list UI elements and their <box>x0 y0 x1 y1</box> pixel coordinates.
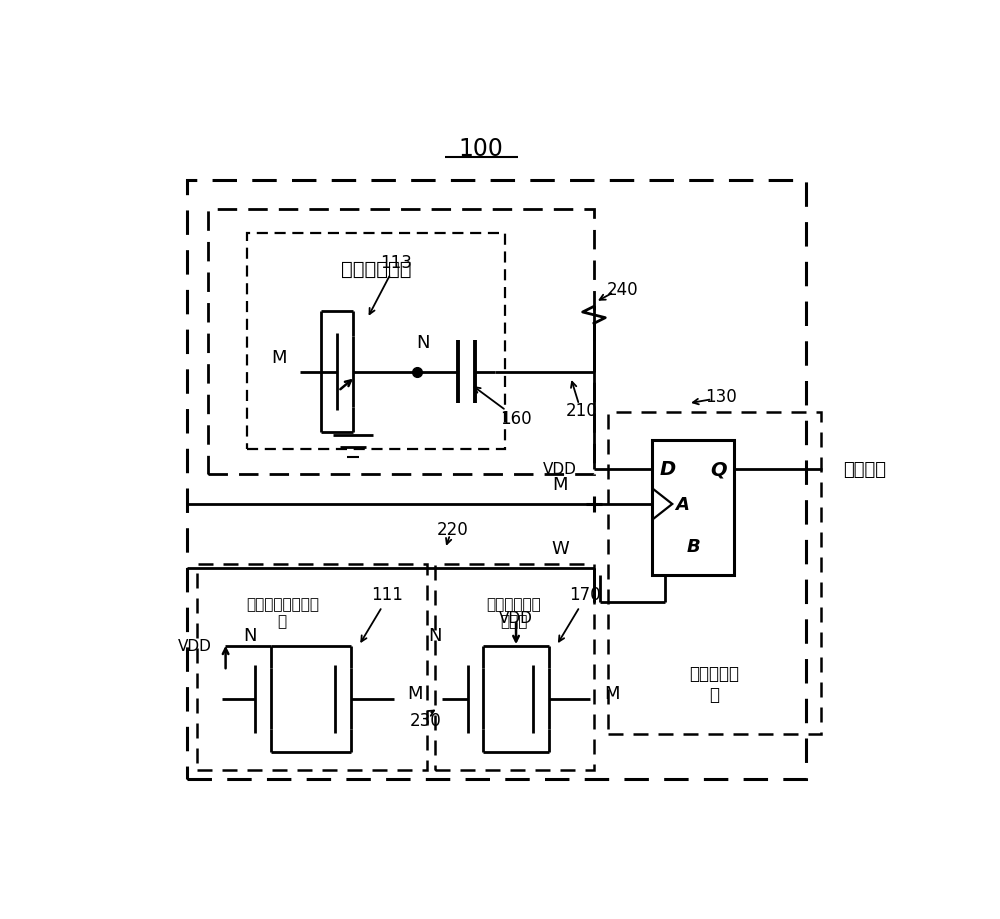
Text: B: B <box>686 538 700 556</box>
Text: N: N <box>428 627 441 644</box>
Text: VDD: VDD <box>499 610 533 625</box>
Text: 电压采样模块: 电压采样模块 <box>341 260 412 279</box>
Text: A: A <box>675 495 689 514</box>
Text: M: M <box>552 476 568 494</box>
Text: 130: 130 <box>706 387 737 405</box>
Text: N: N <box>244 627 257 644</box>
Text: 240: 240 <box>606 280 638 299</box>
Text: 220: 220 <box>436 520 468 539</box>
Text: D: D <box>660 460 676 479</box>
Text: W: W <box>551 539 569 557</box>
Text: M: M <box>271 349 286 367</box>
Text: M: M <box>604 685 619 702</box>
Text: N: N <box>416 334 429 351</box>
Text: M: M <box>408 685 423 702</box>
Text: 160: 160 <box>500 409 532 427</box>
Text: 230: 230 <box>410 711 442 730</box>
Text: VDD: VDD <box>543 461 577 477</box>
Text: 目标信号: 目标信号 <box>843 460 886 478</box>
Text: 负方向毛刺检
测模块: 负方向毛刺检 测模块 <box>487 596 541 629</box>
Text: 170: 170 <box>569 585 601 603</box>
Text: VDD: VDD <box>178 639 212 653</box>
Text: 信号输出模
块: 信号输出模 块 <box>689 664 739 703</box>
Text: 210: 210 <box>566 402 598 420</box>
Text: 111: 111 <box>371 585 403 603</box>
Text: 113: 113 <box>380 254 412 271</box>
Text: Q: Q <box>710 460 727 479</box>
Text: 100: 100 <box>458 137 503 161</box>
Bar <box>652 441 734 575</box>
Text: 正方向毛刺检测模
块: 正方向毛刺检测模 块 <box>246 596 319 629</box>
